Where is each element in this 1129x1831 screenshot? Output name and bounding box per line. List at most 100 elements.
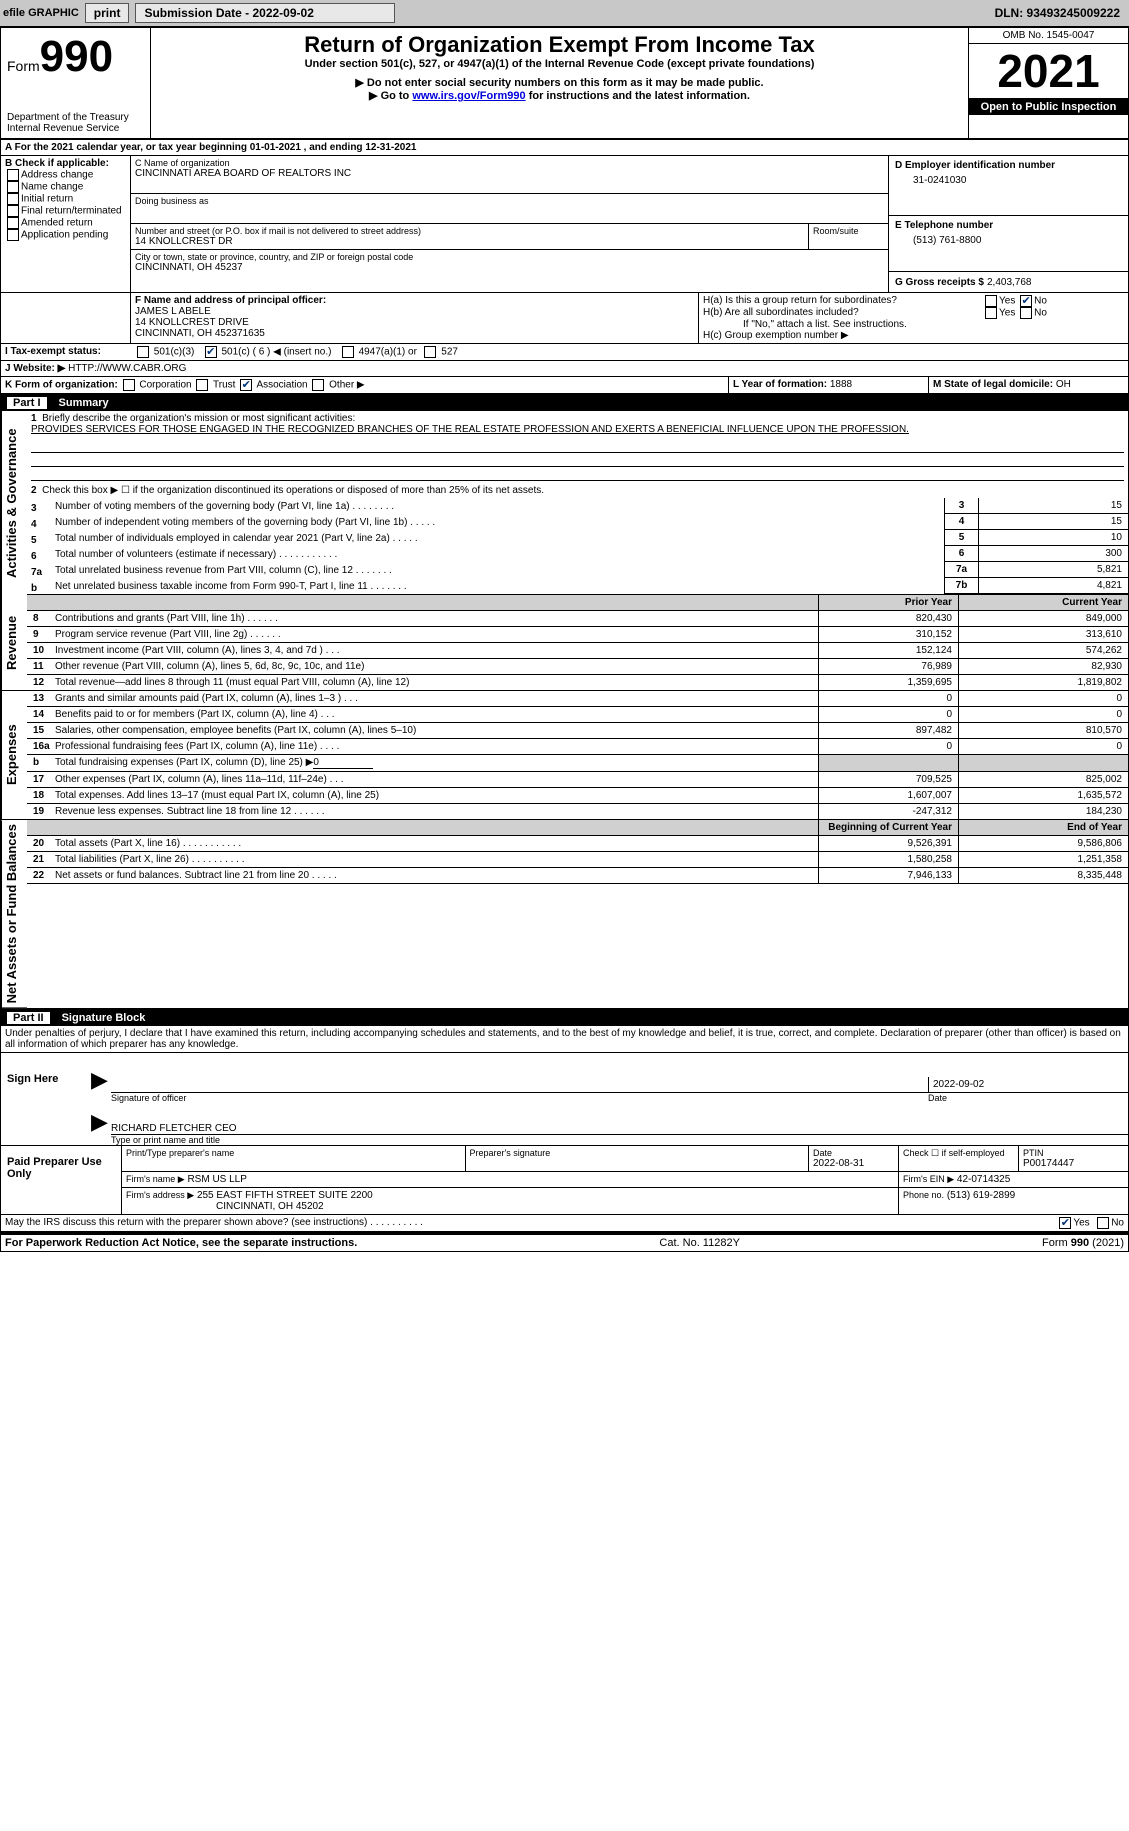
box-f-label: F Name and address of principal officer: — [135, 295, 694, 306]
ha-yes[interactable] — [985, 295, 997, 307]
chk-assoc[interactable] — [240, 379, 252, 391]
print-button[interactable]: print — [85, 3, 130, 23]
l4-val: 15 — [978, 514, 1128, 530]
chk-501c[interactable] — [205, 346, 217, 358]
table-row: 10Investment income (Part VIII, column (… — [27, 643, 1128, 659]
website-value: HTTP://WWW.CABR.ORG — [68, 363, 186, 374]
l16b-val: 0 — [313, 757, 373, 769]
l3-desc: Number of voting members of the governin… — [51, 499, 944, 514]
name-title-label: Type or print name and title — [111, 1135, 1128, 1145]
chk-4947[interactable] — [342, 346, 354, 358]
l7a-box: 7a — [944, 562, 978, 578]
footer-right: Form 990 (2021) — [1042, 1237, 1124, 1249]
l5-desc: Total number of individuals employed in … — [51, 531, 944, 546]
box-j: J Website: ▶ HTTP://WWW.CABR.ORG — [1, 361, 1128, 377]
footer-mid: Cat. No. 11282Y — [659, 1237, 740, 1249]
table-row: 16aProfessional fundraising fees (Part I… — [27, 739, 1128, 755]
chk-initial-return[interactable]: Initial return — [5, 193, 126, 205]
line-1: 1 Briefly describe the organization's mi… — [27, 411, 1128, 483]
street-value: 14 KNOLLCREST DR — [135, 236, 804, 247]
chk-corp[interactable] — [123, 379, 135, 391]
l16b-desc: Total fundraising expenses (Part IX, col… — [55, 757, 313, 768]
box-d-label: D Employer identification number — [895, 160, 1122, 171]
ptin-value: P00174447 — [1023, 1158, 1124, 1169]
chk-501c3[interactable] — [137, 346, 149, 358]
box-c-label: C Name of organization — [135, 158, 884, 168]
netassets-section: Net Assets or Fund Balances Beginning of… — [1, 820, 1128, 1010]
sig-date-value: 2022-09-02 — [928, 1077, 1128, 1093]
phone-value: (513) 761-8800 — [895, 231, 1122, 246]
l1-label: Briefly describe the organization's miss… — [42, 413, 355, 424]
box-j-label: J Website: ▶ — [5, 363, 65, 374]
box-klm: K Form of organization: Corporation Trus… — [1, 377, 1128, 395]
box-b: B Check if applicable: Address change Na… — [1, 156, 131, 292]
header-note-1: ▶ Do not enter social security numbers o… — [155, 76, 964, 89]
firm-ein: 42-0714325 — [957, 1174, 1010, 1185]
firm-name: RSM US LLP — [187, 1174, 246, 1185]
header-note-2: ▶ Go to www.irs.gov/Form990 for instruct… — [155, 89, 964, 102]
year-formation: 1888 — [830, 379, 852, 390]
box-f: F Name and address of principal officer:… — [131, 293, 698, 343]
paid-preparer-label: Paid Preparer Use Only — [1, 1146, 121, 1214]
firm-addr2: CINCINNATI, OH 45202 — [126, 1201, 324, 1212]
submission-date-button[interactable]: Submission Date - 2022-09-02 — [135, 3, 395, 23]
l5-box: 5 — [944, 530, 978, 546]
officer-name-title: RICHARD FLETCHER CEO — [111, 1123, 1128, 1135]
line-a: A For the 2021 calendar year, or tax yea… — [1, 140, 1128, 156]
l6-val: 300 — [978, 546, 1128, 562]
officer-street: 14 KNOLLCREST DRIVE — [135, 317, 694, 328]
chk-name-change[interactable]: Name change — [5, 181, 126, 193]
discuss-no[interactable] — [1097, 1217, 1109, 1229]
part2-header: Part II Signature Block — [1, 1010, 1128, 1026]
table-row: 21Total liabilities (Part X, line 26) . … — [27, 852, 1128, 868]
box-g-label: G Gross receipts $ — [895, 277, 984, 288]
prep-sig-label: Preparer's signature — [470, 1148, 805, 1158]
chk-address-change[interactable]: Address change — [5, 169, 126, 181]
box-c: C Name of organization CINCINNATI AREA B… — [131, 156, 888, 292]
hc-label: H(c) Group exemption number ▶ — [703, 330, 1124, 341]
toolbar: efile GRAPHIC print Submission Date - 20… — [0, 0, 1129, 27]
l1-text: PROVIDES SERVICES FOR THOSE ENGAGED IN T… — [31, 424, 909, 435]
omb-number: OMB No. 1545-0047 — [969, 28, 1128, 44]
prep-date: 2022-08-31 — [813, 1158, 894, 1169]
l7b-box: 7b — [944, 578, 978, 594]
box-deg: D Employer identification number 31-0241… — [888, 156, 1128, 292]
table-row: 18Total expenses. Add lines 13–17 (must … — [27, 788, 1128, 804]
l3-box: 3 — [944, 498, 978, 514]
box-i-label: I Tax-exempt status: — [5, 346, 135, 358]
table-row: 20Total assets (Part X, line 16) . . . .… — [27, 836, 1128, 852]
form-word: Form — [7, 58, 40, 74]
street-label: Number and street (or P.O. box if mail i… — [135, 226, 804, 236]
sign-here-label: Sign Here — [1, 1053, 91, 1145]
form990-link[interactable]: www.irs.gov/Form990 — [412, 90, 525, 102]
form-number: 990 — [40, 32, 113, 81]
l3-val: 15 — [978, 498, 1128, 514]
chk-trust[interactable] — [196, 379, 208, 391]
perjury-text: Under penalties of perjury, I declare th… — [1, 1026, 1128, 1053]
sidebar-netassets: Net Assets or Fund Balances — [1, 820, 27, 1008]
chk-application-pending[interactable]: Application pending — [5, 229, 126, 241]
chk-amended-return[interactable]: Amended return — [5, 217, 126, 229]
form-page: Form990 Department of the Treasury Inter… — [0, 27, 1129, 1252]
hb-yes[interactable] — [985, 307, 997, 319]
l6-desc: Total number of volunteers (estimate if … — [51, 547, 944, 562]
l7b-val: 4,821 — [978, 578, 1128, 594]
chk-527[interactable] — [424, 346, 436, 358]
tax-year: 2021 — [969, 44, 1128, 99]
box-h: H(a) Is this a group return for subordin… — [698, 293, 1128, 343]
form-subtitle: Under section 501(c), 527, or 4947(a)(1)… — [155, 58, 964, 70]
ha-no[interactable] — [1020, 295, 1032, 307]
form-header: Form990 Department of the Treasury Inter… — [1, 28, 1128, 140]
state-domicile: OH — [1056, 379, 1071, 390]
city-label: City or town, state or province, country… — [135, 252, 884, 262]
chk-other[interactable] — [312, 379, 324, 391]
revenue-section: Revenue Prior YearCurrent Year 8Contribu… — [1, 595, 1128, 691]
discuss-yes[interactable] — [1059, 1217, 1071, 1229]
ein-value: 31-0241030 — [895, 171, 1122, 186]
table-row: 13Grants and similar amounts paid (Part … — [27, 691, 1128, 707]
efile-label: efile GRAPHIC — [3, 7, 79, 19]
chk-final-return[interactable]: Final return/terminated — [5, 205, 126, 217]
discuss-row: May the IRS discuss this return with the… — [1, 1215, 1128, 1233]
chk-self-employed[interactable]: Check ☐ if self-employed — [903, 1148, 1014, 1159]
hb-no[interactable] — [1020, 307, 1032, 319]
